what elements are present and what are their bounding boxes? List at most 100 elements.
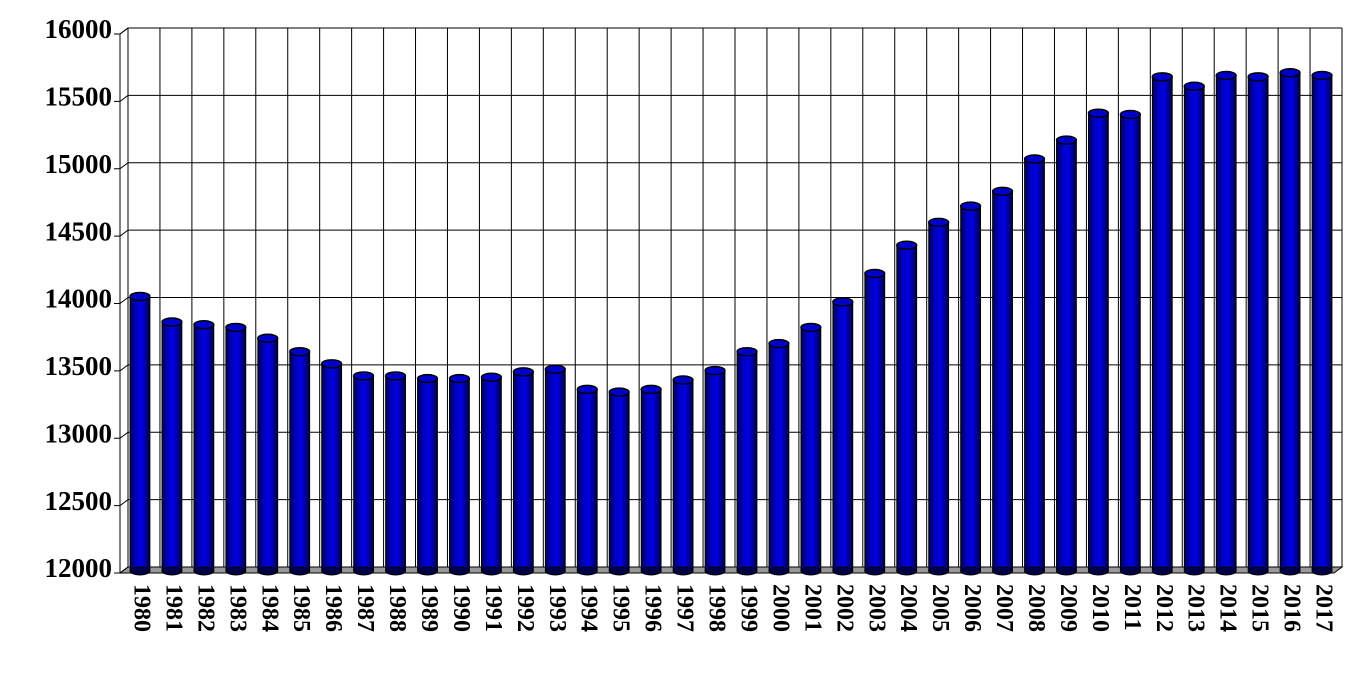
bar: [640, 388, 662, 572]
bar-base: [417, 566, 438, 576]
bar-top: [800, 322, 822, 333]
x-tick-label: 2012: [1151, 584, 1177, 632]
bar: [129, 295, 151, 572]
bar-top: [1279, 68, 1301, 78]
bar-top: [161, 317, 183, 327]
tick-mark-diag: [119, 431, 129, 439]
y-tick-label: 13000: [45, 418, 113, 448]
y-tick-label: 12500: [45, 486, 113, 516]
x-tick-label: 2008: [1023, 584, 1049, 632]
y-tick-label: 14500: [45, 216, 113, 246]
bar-top: [736, 346, 758, 357]
bar-base: [480, 566, 502, 576]
tick-mark-diag: [119, 297, 129, 304]
x-tick-label: 1990: [448, 584, 474, 632]
bar-base: [289, 566, 311, 576]
x-tick-label: 2017: [1311, 584, 1337, 632]
bar-base: [992, 566, 1013, 576]
bar-top: [1023, 154, 1046, 164]
bar: [385, 375, 406, 572]
bar-base: [193, 566, 215, 576]
bar-base: [640, 566, 662, 576]
x-tick-label: 1980: [128, 584, 154, 632]
bar: [960, 205, 982, 572]
bar-base: [1024, 566, 1045, 576]
bar-base: [608, 566, 630, 576]
x-tick-label: 1984: [256, 584, 282, 632]
bar: [1311, 74, 1333, 572]
bar-base: [1151, 566, 1173, 576]
bar-base: [129, 566, 151, 576]
bar: [512, 371, 534, 572]
x-tick-label: 2016: [1279, 584, 1305, 632]
bar-top: [1311, 70, 1333, 81]
x-tick-label: 1992: [512, 584, 538, 632]
tick-mark-diag: [119, 162, 129, 170]
bar-top: [672, 375, 694, 385]
y-tick-label: 15500: [45, 82, 113, 112]
bar-base: [321, 566, 343, 576]
bar-top: [640, 384, 662, 395]
bar-top: [1055, 135, 1078, 145]
bar-top: [576, 384, 598, 395]
bar: [321, 363, 343, 572]
bar-top: [257, 333, 279, 343]
bar-base: [544, 566, 566, 576]
bar-top: [544, 364, 566, 374]
bar-base: [1311, 566, 1333, 576]
y-tick-label: 16000: [45, 14, 113, 44]
bar-base: [1247, 566, 1269, 576]
bar-top: [129, 291, 151, 302]
tick-mark-diag: [119, 229, 129, 237]
bar-base: [1119, 566, 1141, 576]
x-tick-label: 2015: [1247, 584, 1273, 632]
bar-base: [576, 566, 598, 576]
x-tick-label: 2014: [1215, 584, 1241, 632]
tick-mark-diag: [119, 94, 129, 102]
bar: [449, 378, 470, 572]
x-tick-label: 2011: [1119, 584, 1145, 631]
bar-base: [257, 566, 279, 576]
bar-top: [1247, 72, 1269, 82]
bar-base: [736, 566, 758, 576]
tick-mark-diag: [119, 364, 129, 372]
bar-top: [608, 387, 630, 397]
bar-base: [353, 566, 375, 576]
bar: [928, 221, 950, 572]
x-tick-label: 2006: [959, 584, 985, 632]
bar-base: [512, 566, 534, 576]
bar: [417, 378, 438, 572]
bar-base: [960, 566, 982, 576]
x-tick-label: 1988: [384, 584, 410, 632]
x-tick-label: 2001: [799, 584, 825, 632]
bar: [257, 337, 279, 572]
x-tick-label: 1989: [416, 584, 442, 632]
bar-top: [991, 186, 1014, 197]
bar-base: [225, 566, 247, 576]
x-tick-label: 2000: [767, 584, 793, 632]
bar: [161, 321, 183, 572]
x-tick-label: 2010: [1087, 584, 1113, 632]
bar-base: [449, 566, 470, 576]
bar-top: [1183, 81, 1205, 91]
bar-top: [225, 322, 247, 333]
bar: [1215, 74, 1237, 572]
bar: [736, 351, 758, 572]
x-tick-label: 1998: [704, 584, 730, 632]
x-tick-label: 1991: [480, 584, 506, 632]
bar-base: [1279, 566, 1301, 576]
tick-mark-diag: [119, 27, 129, 35]
bar: [1183, 85, 1205, 572]
bar-top: [289, 346, 311, 357]
bar: [1056, 139, 1077, 572]
bar: [800, 326, 822, 572]
bar-top: [512, 367, 534, 377]
bar: [544, 368, 566, 572]
bar: [1024, 158, 1045, 572]
bar-base: [672, 566, 694, 576]
bar-top: [959, 201, 982, 211]
bar: [896, 244, 918, 572]
x-tick-label: 2013: [1183, 584, 1209, 632]
x-tick-label: 1996: [640, 584, 666, 632]
